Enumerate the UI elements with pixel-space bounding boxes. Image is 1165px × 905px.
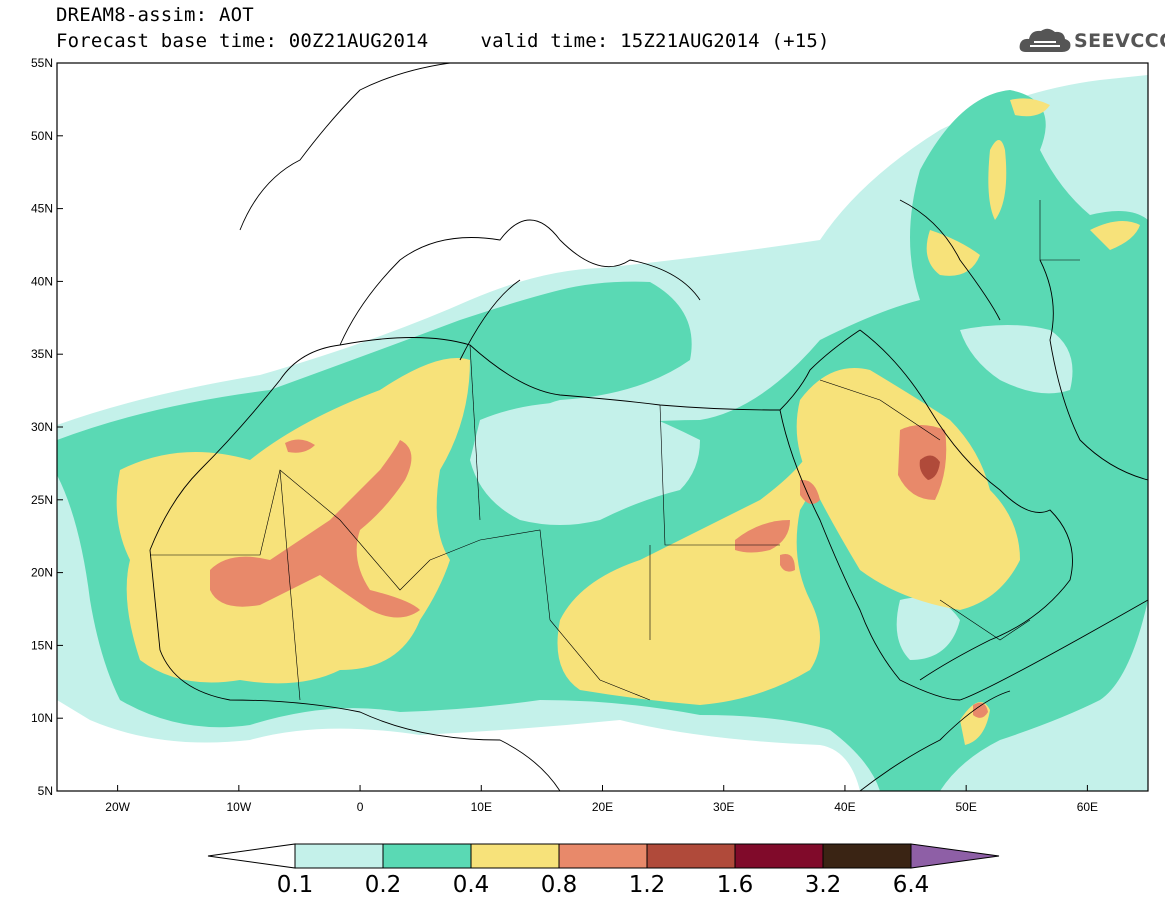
seevccc-logo: SEEVCCC (1018, 24, 1165, 56)
colorbar-segment (646, 843, 736, 869)
colorbar-label: 0.8 (540, 872, 578, 898)
colorbar-over-triangle (910, 843, 1000, 869)
lon-tick-label: 10W (226, 800, 251, 814)
longitude-axis: 20W 10W 0 10E 20E 30E 40E 50E 60E (105, 785, 1098, 814)
colorbar (207, 843, 1000, 869)
lat-tick-label: 10N (31, 711, 53, 725)
aot-band-0.4-kazakh (926, 230, 980, 276)
lon-tick-label: 0 (357, 800, 364, 814)
country-borders (150, 200, 1080, 701)
lat-tick-label: 5N (38, 784, 53, 798)
lon-tick-label: 20E (592, 800, 613, 814)
lon-tick-label: 50E (955, 800, 976, 814)
lat-tick-label: 45N (31, 202, 53, 216)
latitude-axis: 5N 10N 15N 20N 25N 30N 35N 40N 45N 50N 55N (31, 56, 63, 798)
aot-band-0.8-small (780, 554, 795, 572)
lon-tick-label: 40E (834, 800, 855, 814)
lat-tick-label: 20N (31, 566, 53, 580)
aot-band-0.8-sahara (210, 440, 420, 618)
lat-tick-label: 50N (31, 129, 53, 143)
lat-tick-label: 30N (31, 420, 53, 434)
colorbar-label: 0.2 (364, 872, 402, 898)
colorbar-label: 1.6 (716, 872, 754, 898)
lat-tick-label: 25N (31, 493, 53, 507)
valid-time-label: valid time: 15Z21AUG2014 (+15) (480, 30, 830, 52)
lat-tick-label: 40N (31, 274, 53, 288)
aot-band-0.4-sudan (557, 450, 820, 705)
lon-tick-label: 60E (1077, 800, 1098, 814)
aot-band-0.8-sudan (735, 520, 790, 553)
aot-band-1.2-iraq (919, 455, 940, 480)
colorbar-segment (558, 843, 648, 869)
colorbar-label: 1.2 (628, 872, 666, 898)
logo-text: SEEVCCC (1074, 30, 1165, 52)
aot-band-0.4-east (1090, 221, 1140, 250)
aot-band-0.1-oman (896, 597, 960, 660)
lat-tick-label: 35N (31, 347, 53, 361)
aot-band-0.1-interior (470, 402, 700, 525)
aot-band-0.8-yemen (973, 702, 988, 718)
colorbar-label: 6.4 (892, 872, 930, 898)
aot-band-0.8-redsea (800, 479, 820, 504)
aot-field (57, 75, 1148, 791)
aot-band-0.1-arabia (960, 325, 1073, 394)
lon-tick-label: 10E (471, 800, 492, 814)
lon-tick-label: 30E (713, 800, 734, 814)
colorbar-segment (294, 843, 384, 869)
colorbar-under-triangle (207, 843, 296, 869)
lat-tick-label: 15N (31, 638, 53, 652)
colorbar-segment (470, 843, 560, 869)
base-time-label: Forecast base time: 00Z21AUG2014 (56, 30, 429, 52)
colorbar-label: 0.4 (452, 872, 490, 898)
forecast-time-line: Forecast base time: 00Z21AUG2014 valid ti… (56, 31, 830, 52)
aot-band-0.8-sahara-small (285, 439, 315, 453)
lon-tick-label: 20W (105, 800, 130, 814)
aot-band-0.4-caspian (988, 140, 1007, 220)
lat-tick-label: 55N (31, 56, 53, 70)
colorbar-label: 0.1 (276, 872, 314, 898)
cloud-icon (1019, 28, 1071, 52)
map-title: DREAM8-assim: AOT (56, 4, 254, 26)
colorbar-segment (382, 843, 472, 869)
coastlines (149, 63, 1148, 791)
colorbar-segment (734, 843, 824, 869)
colorbar-label: 3.2 (804, 872, 842, 898)
aot-band-0.4-north (1010, 98, 1050, 117)
colorbar-segment (822, 843, 912, 869)
